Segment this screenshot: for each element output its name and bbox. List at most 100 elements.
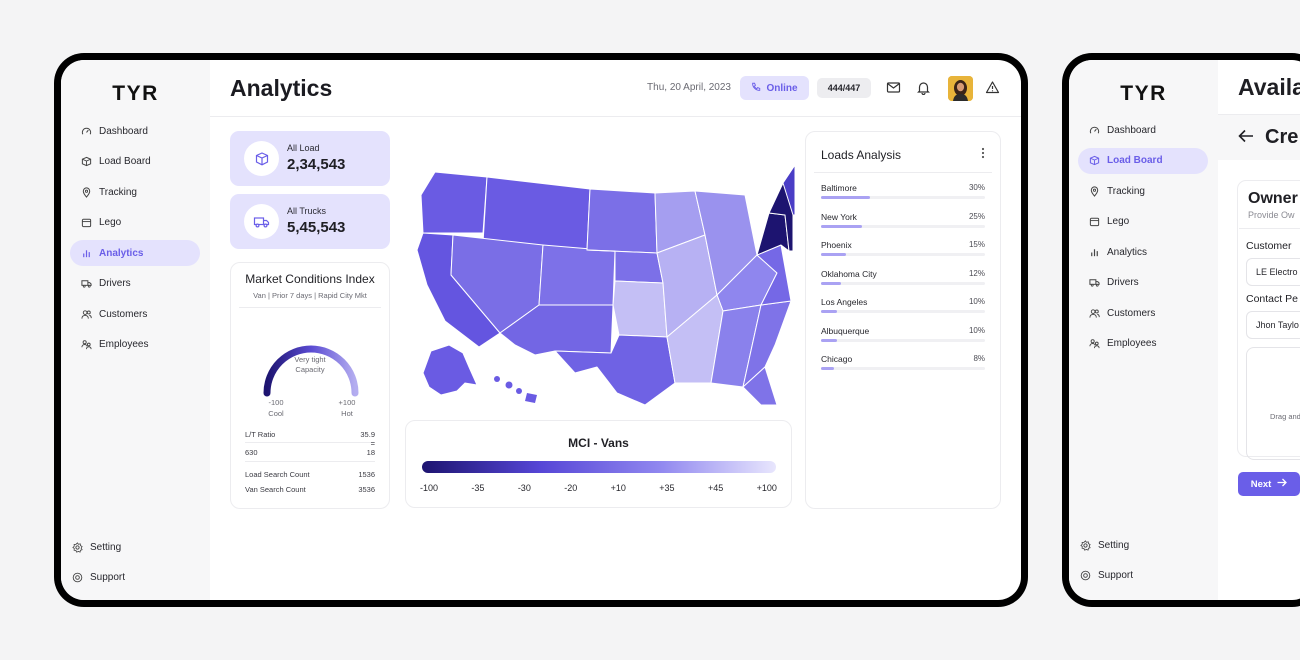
location-pin-icon — [80, 186, 92, 198]
sidebar-item-support[interactable]: Support — [70, 565, 200, 591]
list-item[interactable]: New York 25% — [821, 212, 985, 232]
sidebar-item-customers[interactable]: Customers — [70, 301, 200, 327]
list-item[interactable]: Oklahoma City 12% — [821, 269, 985, 289]
sidebar-item-setting[interactable]: Setting — [70, 534, 200, 560]
gauge-max-label: Hot — [341, 409, 353, 418]
sidebar-item-lego[interactable]: Lego — [70, 210, 200, 236]
map-region-florida[interactable] — [742, 366, 778, 405]
employees-icon — [1088, 338, 1100, 350]
sidebar-item-load-board[interactable]: Load Board — [70, 149, 200, 175]
sidebar-item-label: Support — [90, 572, 126, 583]
list-item[interactable]: Albuquerque 10% — [821, 326, 985, 346]
mci-legend-card: MCI - Vans -100 -35 -30 -20 +10 +35 +45 … — [405, 420, 792, 508]
map-region-dakotas[interactable] — [586, 188, 658, 254]
progress-fill — [821, 310, 838, 313]
sidebar-item-label: Support — [1098, 570, 1134, 581]
us-choropleth-map[interactable] — [405, 155, 795, 405]
sidebar-item-label: Drivers — [99, 278, 131, 289]
sidebar: TYR Dashboard Load Board Tracking Lego — [1069, 60, 1218, 600]
sidebar-item-lego[interactable]: Lego — [1078, 209, 1208, 235]
sidebar-item-employees[interactable]: Employees — [70, 332, 200, 358]
mail-icon[interactable] — [886, 80, 901, 95]
sidebar-item-support[interactable]: Support — [1078, 563, 1208, 589]
map-region-pacific-nw[interactable] — [420, 171, 488, 234]
calendar-icon — [80, 217, 92, 229]
divider — [1239, 228, 1300, 229]
gauge-label-line: Very tight — [294, 355, 326, 364]
avatar[interactable] — [948, 76, 973, 101]
sidebar-nav: Dashboard Load Board Tracking Lego Analy… — [70, 118, 200, 362]
map-region-hawaii[interactable] — [494, 376, 537, 403]
legend-tick: -20 — [564, 483, 578, 493]
map-region-kansas-ok[interactable] — [612, 280, 668, 338]
sidebar-item-analytics[interactable]: Analytics — [70, 240, 200, 266]
sidebar-item-dashboard[interactable]: Dashboard — [1078, 117, 1208, 143]
map-region-colorado[interactable] — [538, 244, 616, 306]
sidebar-item-customers[interactable]: Customers — [1078, 300, 1208, 326]
back-arrow-icon[interactable] — [1238, 127, 1254, 148]
map-region-texas[interactable] — [554, 334, 676, 405]
warning-icon[interactable] — [985, 80, 1000, 95]
sidebar-item-label: Load Board — [99, 156, 151, 167]
bell-icon[interactable] — [916, 80, 931, 96]
sidebar-item-label: Customers — [1107, 307, 1156, 319]
sidebar-item-label: Tracking — [99, 186, 137, 198]
divider — [239, 307, 381, 308]
gauge-label-line: Capacity — [295, 365, 325, 374]
progress-fill — [821, 253, 846, 256]
gear-icon — [71, 541, 83, 553]
map-region-mountain-north[interactable] — [482, 176, 591, 251]
progress-track — [821, 310, 985, 313]
dashboard-icon — [80, 125, 92, 137]
map-region-pennsylvania[interactable] — [756, 212, 790, 256]
top-bar: Analytics Thu, 20 April, 2023 Online 444… — [210, 60, 1021, 117]
all-trucks-card[interactable]: All Trucks 5,45,543 — [230, 194, 390, 249]
loads-analysis-title: Loads Analysis — [821, 148, 902, 162]
list-item[interactable]: Chicago 8% — [821, 354, 985, 374]
next-button[interactable]: Next — [1238, 472, 1300, 496]
support-icon — [1079, 570, 1091, 582]
city-percent: 25% — [968, 211, 985, 221]
gauge-max: +100 Hot — [331, 397, 363, 419]
sidebar-item-drivers[interactable]: Drivers — [1078, 270, 1208, 296]
customer-input[interactable]: LE Electro — [1246, 258, 1300, 286]
list-item[interactable]: Los Angeles 10% — [821, 297, 985, 317]
next-label: Next — [1250, 478, 1272, 490]
sidebar-item-dashboard[interactable]: Dashboard — [70, 118, 200, 144]
contact-person-input[interactable]: Jhon Taylo — [1246, 311, 1300, 339]
legend-tick: -35 — [471, 483, 485, 493]
city-percent: 12% — [968, 268, 985, 278]
city-name: Oklahoma City — [821, 268, 877, 279]
map-region-new-england[interactable] — [782, 164, 795, 216]
truck-icon — [1088, 277, 1100, 289]
file-drop-zone[interactable]: Drag and — [1246, 347, 1300, 460]
list-item[interactable]: Baltimore 30% — [821, 183, 985, 203]
sidebar-item-employees[interactable]: Employees — [1078, 331, 1208, 357]
analytics-icon — [1088, 246, 1100, 258]
map-region-alaska[interactable] — [422, 344, 478, 396]
sidebar-item-tracking[interactable]: Tracking — [1078, 178, 1208, 204]
sidebar-item-tracking[interactable]: Tracking — [70, 179, 200, 205]
van-search-row: Van Search Count 3536 — [245, 485, 375, 494]
sidebar-item-label: Tracking — [1107, 185, 1145, 197]
analytics-icon — [80, 247, 92, 259]
online-status-button[interactable]: Online — [740, 76, 809, 100]
progress-fill — [821, 281, 841, 285]
lt-ratio-value: 35.9 — [360, 430, 375, 439]
list-item[interactable]: Phoenix 15% — [821, 240, 985, 260]
more-options-icon[interactable] — [981, 147, 985, 159]
city-percent: 10% — [968, 325, 985, 335]
legend-tick: -30 — [517, 483, 531, 493]
analytics-device-frame: TYR Dashboard Load Board Tracking Lego — [54, 53, 1028, 607]
owner-title: Owner — [1248, 190, 1298, 207]
gauge-min-label: Cool — [268, 409, 284, 418]
users-icon — [1088, 307, 1100, 319]
sidebar-item-load-board[interactable]: Load Board — [1078, 147, 1208, 174]
sidebar-item-analytics[interactable]: Analytics — [1078, 239, 1208, 265]
sidebar-item-drivers[interactable]: Drivers — [70, 271, 200, 297]
page-title: Availa — [1238, 74, 1300, 100]
lt-values-row: 630 18 — [245, 448, 375, 457]
all-load-card[interactable]: All Load 2,34,543 — [230, 131, 390, 186]
sidebar-item-setting[interactable]: Setting — [1078, 532, 1208, 558]
location-pin-icon — [1088, 185, 1100, 197]
